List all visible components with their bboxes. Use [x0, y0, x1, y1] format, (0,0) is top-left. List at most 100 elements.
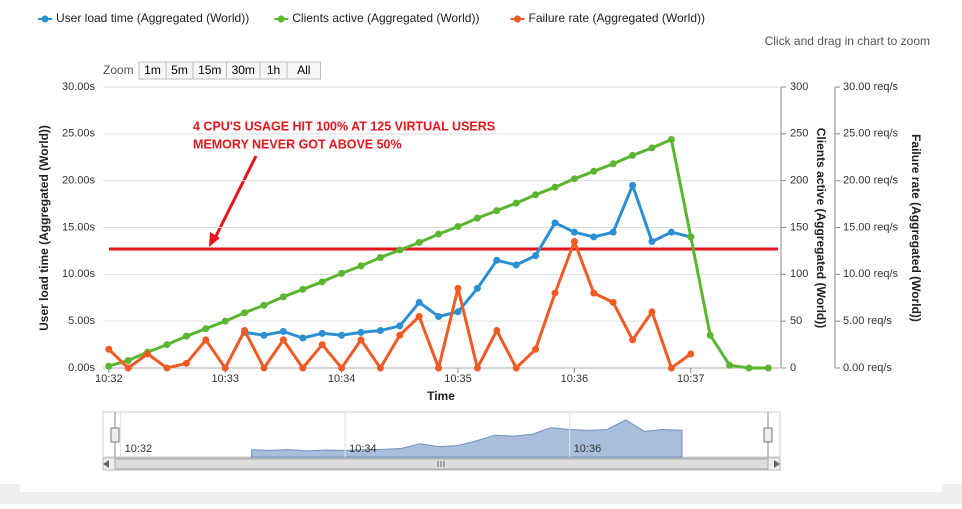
data-point — [260, 364, 268, 372]
data-point — [299, 364, 307, 372]
data-point — [629, 181, 637, 189]
data-point — [551, 183, 559, 191]
data-point — [493, 327, 501, 335]
zoom-button-label: 1m — [144, 63, 161, 77]
data-point — [512, 261, 520, 269]
data-point — [396, 322, 404, 330]
data-point — [726, 361, 734, 369]
series-line — [107, 240, 692, 370]
data-point — [454, 284, 462, 292]
data-point — [279, 293, 287, 301]
data-point — [493, 207, 501, 215]
data-point — [357, 336, 365, 344]
zoom-button-label: All — [297, 63, 310, 77]
zoom-button[interactable]: 30m — [226, 61, 261, 80]
data-point — [221, 317, 229, 325]
data-point — [260, 331, 268, 339]
y2-tick-label: 250 — [790, 128, 808, 140]
data-point — [454, 308, 462, 316]
data-point — [435, 230, 443, 238]
y-tick-label: 5.00s — [68, 315, 95, 327]
data-point — [512, 199, 520, 207]
navigator-handle[interactable] — [763, 427, 773, 443]
data-point — [338, 269, 346, 277]
data-point — [706, 331, 714, 339]
data-point — [648, 144, 656, 152]
zoom-button[interactable]: 1m — [138, 61, 167, 80]
data-point — [376, 253, 384, 261]
x-axis-title: Time — [427, 389, 455, 403]
data-point — [473, 364, 481, 372]
data-point — [532, 191, 540, 199]
data-point — [590, 289, 598, 297]
data-point — [590, 167, 598, 175]
navigator-handle[interactable] — [110, 427, 120, 443]
data-point — [687, 233, 695, 241]
zoom-button[interactable]: All — [286, 61, 321, 80]
data-point — [376, 327, 384, 335]
zoom-button[interactable]: 1h — [259, 61, 288, 80]
data-point — [338, 364, 346, 372]
data-point — [570, 175, 578, 183]
legend-marker — [41, 15, 49, 23]
data-point — [279, 327, 287, 335]
navigator-tick-label: 10:36 — [574, 443, 602, 455]
zoom-button-label: 30m — [232, 63, 255, 77]
legend-marker — [277, 15, 285, 23]
y3-tick-label: 5.00 req/s — [843, 315, 892, 327]
y-tick-label: 15.00s — [62, 221, 96, 233]
navigator-tick-label: 10:34 — [349, 443, 377, 455]
zoom-button[interactable]: 5m — [165, 61, 194, 80]
y-tick-label: 30.00s — [62, 81, 96, 93]
data-point — [241, 327, 249, 335]
zoom-label: Zoom — [103, 63, 134, 77]
data-point — [260, 301, 268, 309]
data-point — [473, 284, 481, 292]
data-point — [241, 309, 249, 317]
y3-tick-label: 15.00 req/s — [843, 221, 899, 233]
zoom-button[interactable]: 15m — [192, 61, 227, 80]
data-point — [415, 298, 423, 306]
data-point — [590, 233, 598, 241]
data-point — [396, 331, 404, 339]
data-point — [376, 364, 384, 372]
y2-axis-title: Clients active (Aggregated (World)) — [814, 128, 828, 328]
zoom-button-box — [286, 61, 321, 80]
data-point — [396, 246, 404, 254]
annotation-arrow — [212, 155, 258, 241]
data-point — [299, 285, 307, 293]
legend-label: Failure rate (Aggregated (World)) — [529, 11, 706, 25]
y3-tick-label: 0.00 req/s — [843, 362, 892, 374]
y-axis-title: User load time (Aggregated (World)) — [37, 125, 51, 331]
annotation: 4 CPU'S USAGE HIT 100% AT 125 VIRTUAL US… — [193, 119, 495, 133]
data-point — [687, 350, 695, 358]
y-tick-label: 0.00s — [68, 362, 95, 374]
data-point — [415, 312, 423, 320]
annotation-arrowhead — [209, 232, 220, 247]
y2-tick-label: 50 — [790, 315, 802, 327]
scrollbar-grip — [437, 461, 445, 467]
y-tick-label: 25.00s — [62, 128, 96, 140]
data-point — [667, 364, 675, 372]
data-point — [532, 345, 540, 353]
x-tick-label: 10:37 — [677, 373, 705, 385]
data-point — [551, 219, 559, 227]
y3-tick-label: 30.00 req/s — [843, 81, 899, 93]
data-point — [182, 359, 190, 367]
x-tick-label: 10:33 — [211, 373, 239, 385]
annotation: MEMORY NEVER GOT ABOVE 50% — [193, 137, 402, 151]
x-tick-label: 10:35 — [444, 373, 472, 385]
data-point — [221, 364, 229, 372]
zoom-button-label: 15m — [198, 63, 221, 77]
x-tick-label: 10:34 — [328, 373, 356, 385]
data-point — [609, 160, 617, 168]
y2-tick-label: 0 — [790, 362, 796, 374]
data-point — [202, 325, 210, 333]
data-point — [299, 334, 307, 342]
data-point — [551, 289, 559, 297]
data-point — [124, 364, 132, 372]
zoom-button-label: 1h — [267, 63, 280, 77]
series-line — [244, 183, 692, 340]
